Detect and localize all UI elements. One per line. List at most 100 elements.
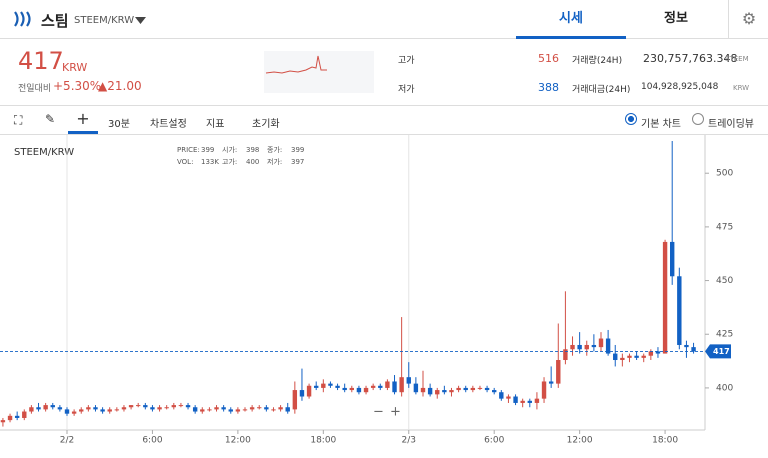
fullscreen-icon[interactable]: ⛶ <box>14 113 23 127</box>
candle-body <box>662 241 668 354</box>
candle-body <box>306 385 312 397</box>
x-tick-label: 18:00 <box>310 436 336 446</box>
radio-off[interactable] <box>692 113 704 125</box>
candle-body <box>192 407 198 412</box>
candle-body <box>207 409 212 411</box>
candle-body <box>356 387 362 393</box>
candle-body <box>292 390 298 410</box>
candle-body <box>79 409 84 412</box>
candle-body <box>221 407 226 410</box>
candle-body <box>605 338 611 354</box>
candle-body <box>128 405 134 408</box>
info-value: 400 <box>246 158 259 166</box>
candle-body <box>591 344 597 348</box>
tab[interactable]: 시세 <box>516 0 626 39</box>
candle-body <box>570 344 575 350</box>
reset[interactable]: 초기화 <box>252 119 280 130</box>
candle-body <box>392 381 397 393</box>
amount: 104,928,925,048 <box>641 82 719 92</box>
candle-body <box>136 405 141 407</box>
candle-body <box>157 407 162 410</box>
indicators[interactable]: 지표 <box>206 119 225 130</box>
last-price-label: 417 <box>713 347 730 356</box>
x-tick-label: 12:00 <box>225 436 251 446</box>
radio-on[interactable] <box>625 113 637 125</box>
candle-body <box>0 420 6 423</box>
candle-body <box>228 409 233 412</box>
candle-body <box>513 396 518 403</box>
volume-label: 거래량(24H) <box>572 56 623 66</box>
pair: STEEM/KRW <box>74 15 135 26</box>
dropdown[interactable] <box>135 17 147 25</box>
candle-body <box>100 409 105 412</box>
candle-body <box>463 387 468 391</box>
candle-body <box>520 400 525 403</box>
chart-settings[interactable]: 차트설정 <box>150 119 187 130</box>
candle-body <box>178 405 184 407</box>
info-label: PRICE: <box>177 146 200 154</box>
info-label: 고가: <box>222 157 237 166</box>
change-label: 전일대비 <box>18 84 52 94</box>
candle-body <box>36 407 41 410</box>
candle-body <box>328 383 333 386</box>
info-label: 저가: <box>267 157 282 166</box>
candle-body <box>14 415 20 418</box>
candle-body <box>641 355 646 358</box>
y-tick-label: 425 <box>716 330 733 340</box>
info-label: 시가: <box>222 145 237 154</box>
coin-name: 스팀 <box>41 12 69 30</box>
candle-body <box>185 405 191 408</box>
candle-body <box>64 409 70 414</box>
candle-body <box>484 387 490 391</box>
zoom-in[interactable]: + <box>390 405 401 420</box>
info-value: 133K <box>201 158 219 166</box>
candle-body <box>442 390 447 393</box>
tradingview[interactable]: 트레이딩뷰 <box>708 119 754 130</box>
candle-body <box>242 409 248 411</box>
x-tick-label: 2/2 <box>60 436 74 446</box>
info-value: 399 <box>201 146 214 154</box>
x-tick-label: 6:00 <box>484 436 504 446</box>
candle-body <box>249 407 255 410</box>
logo <box>14 11 31 27</box>
candle-body <box>86 407 91 410</box>
candle-body <box>655 351 661 354</box>
candle-body <box>492 390 497 393</box>
zoom-out[interactable]: − <box>373 405 384 420</box>
header: 스팀 STEEM/KRW 시세 정보 ⚙ <box>0 0 768 39</box>
high-label: 고가 <box>398 56 415 66</box>
basic-chart[interactable]: 기본 차트 <box>641 119 681 130</box>
candle-body <box>563 349 568 361</box>
chart-title: STEEM/KRW <box>14 147 74 158</box>
candle-body <box>620 357 625 361</box>
crosshair[interactable]: + <box>68 108 98 134</box>
candle-body <box>235 409 241 412</box>
volume: 230,757,763.348 <box>643 52 738 65</box>
candle-body <box>527 400 532 403</box>
interval[interactable]: 30분 <box>108 119 130 130</box>
candle-body <box>107 409 112 412</box>
candle-body <box>314 385 319 388</box>
x-tick-label: 2/3 <box>402 436 416 446</box>
candle-body <box>22 411 27 418</box>
candle-body <box>385 381 390 388</box>
candle-body <box>670 241 675 277</box>
candle-body <box>506 396 511 399</box>
settings-icon[interactable]: ⚙ <box>728 0 768 38</box>
sparkline <box>264 51 374 93</box>
candle-body <box>349 387 354 391</box>
candle-body <box>43 405 48 410</box>
candle-body <box>214 407 219 410</box>
candle-body <box>264 407 269 410</box>
last-price-tag <box>705 344 731 359</box>
candle-body <box>271 409 276 411</box>
tab[interactable]: 정보 <box>664 11 688 26</box>
candle-body <box>150 407 155 410</box>
candle-body <box>598 338 604 348</box>
unit: KRW <box>62 61 88 74</box>
info-value: 398 <box>246 146 259 154</box>
draw-icon[interactable]: ✎ <box>45 112 56 126</box>
candle-body <box>556 360 561 384</box>
candle-body <box>449 390 454 393</box>
